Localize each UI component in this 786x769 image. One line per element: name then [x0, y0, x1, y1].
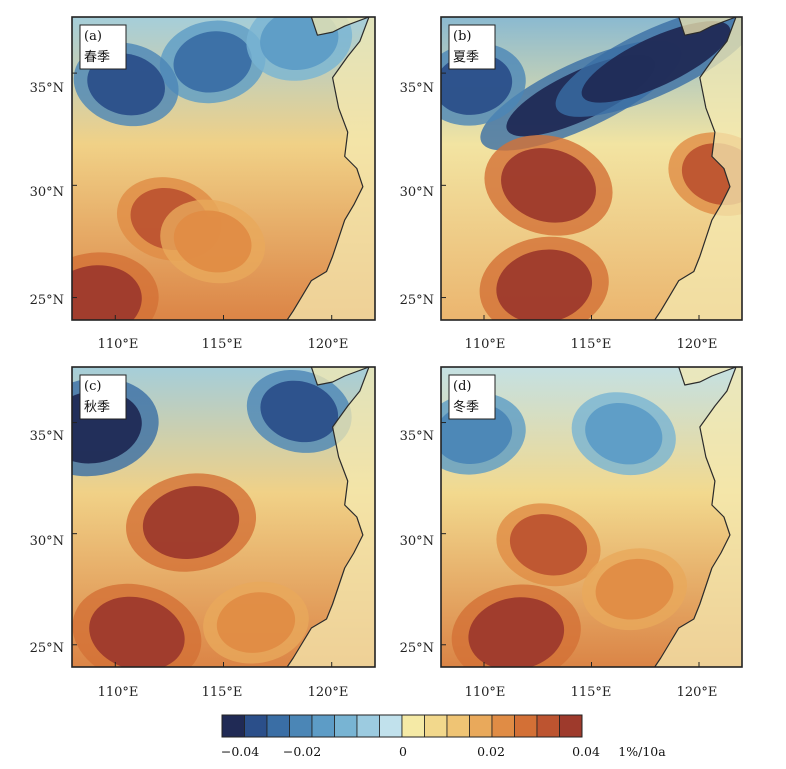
- data-field: [441, 17, 742, 320]
- value-contour-core: [595, 558, 674, 620]
- lat-label-35n: 35°N: [400, 81, 434, 96]
- lon-label-115e: 115°E: [571, 337, 612, 352]
- coastline: [286, 367, 370, 667]
- panel-b: (b) 夏季: [440, 16, 743, 321]
- coastline: [654, 17, 737, 320]
- coastline: [654, 367, 737, 667]
- value-contour-core: [509, 514, 588, 576]
- lon-label-115e: 115°E: [202, 685, 243, 700]
- colorbar-swatch: [424, 714, 448, 738]
- colorbar-tick-label: −0.04: [221, 744, 259, 759]
- lon-label-110e: 110°E: [465, 685, 506, 700]
- panel-season: 夏季: [453, 50, 479, 65]
- value-contour-core: [142, 486, 240, 559]
- lon-label-110e: 110°E: [98, 337, 139, 352]
- colorbar-swatch: [446, 714, 470, 738]
- lon-label-120e: 120°E: [308, 685, 349, 700]
- coastline: [286, 17, 370, 320]
- value-contour-core: [72, 265, 142, 320]
- panel-season: 秋季: [84, 400, 110, 415]
- panel-tag: (d): [453, 379, 471, 394]
- sea-area: [654, 17, 742, 320]
- lat-label-25n: 25°N: [400, 641, 434, 656]
- colorbar-swatch: [514, 714, 538, 738]
- lon-label-115e: 115°E: [571, 685, 612, 700]
- panel-season: 冬季: [453, 399, 479, 415]
- value-contour-core: [501, 148, 596, 223]
- colorbar-unit-label: 1%/10a: [618, 744, 666, 759]
- value-contour-core: [173, 31, 252, 93]
- colorbar-swatch: [401, 714, 425, 738]
- sea-area: [654, 367, 742, 667]
- colorbar-swatch: [559, 714, 583, 738]
- colorbar-swatch: [221, 714, 245, 738]
- panel-a: (a) 春季: [71, 16, 376, 321]
- lat-label-30n: 30°N: [400, 534, 434, 549]
- value-contour-core: [496, 249, 593, 320]
- data-field: [72, 367, 375, 667]
- colorbar-swatch: [469, 714, 493, 738]
- colorbar-frame: [221, 714, 583, 738]
- value-contour-core: [468, 597, 565, 667]
- colorbar-swatch: [379, 714, 403, 738]
- lat-label-35n: 35°N: [30, 429, 64, 444]
- lon-label-120e: 120°E: [308, 337, 349, 352]
- lat-label-25n: 25°N: [30, 293, 64, 308]
- colorbar-swatch: [266, 714, 290, 738]
- panel-label-box: [79, 374, 127, 420]
- panel-label-box: [448, 24, 496, 70]
- panel-tag: (b): [453, 29, 471, 44]
- panel-tag: (c): [84, 379, 101, 394]
- sea-area: [287, 17, 375, 320]
- lon-label-110e: 110°E: [465, 337, 506, 352]
- lat-label-35n: 35°N: [30, 81, 64, 96]
- value-contour-core: [260, 380, 339, 443]
- data-field: [72, 17, 375, 320]
- lon-label-120e: 120°E: [677, 337, 718, 352]
- value-contour-core: [216, 592, 296, 653]
- colorbar-swatch: [244, 714, 268, 738]
- colorbar-swatch: [311, 714, 335, 738]
- colorbar-swatch: [289, 714, 313, 738]
- sea-area: [287, 367, 375, 667]
- value-contour-core: [581, 21, 731, 103]
- colorbar-swatch: [356, 714, 380, 738]
- lat-label-30n: 30°N: [400, 185, 434, 200]
- value-contour-core: [89, 596, 185, 667]
- panel-label-box: [448, 374, 496, 420]
- panel-tag: (a): [84, 29, 102, 44]
- colorbar-tick-label: −0.02: [283, 744, 321, 759]
- colorbar: [221, 714, 583, 738]
- lat-label-35n: 35°N: [400, 429, 434, 444]
- lon-label-115e: 115°E: [202, 337, 243, 352]
- colorbar-tick-label: 0.02: [477, 744, 505, 759]
- colorbar-swatch: [536, 714, 560, 738]
- lat-label-30n: 30°N: [30, 185, 64, 200]
- lon-label-110e: 110°E: [98, 685, 139, 700]
- lat-label-30n: 30°N: [30, 534, 64, 549]
- lat-label-25n: 25°N: [30, 641, 64, 656]
- colorbar-tick-label: 0: [399, 744, 407, 759]
- value-contour-core: [585, 402, 663, 465]
- panel-c: (c) 秋季: [71, 366, 376, 668]
- colorbar-swatch: [491, 714, 515, 738]
- panel-d: (d) 冬季: [440, 366, 743, 668]
- colorbar-swatch: [334, 714, 358, 738]
- panel-label-box: [79, 24, 127, 70]
- lat-label-25n: 25°N: [400, 293, 434, 308]
- colorbar-tick-label: 0.04: [572, 744, 600, 759]
- panel-season: 春季: [84, 50, 110, 65]
- value-contour-core: [173, 210, 252, 273]
- lon-label-120e: 120°E: [677, 685, 718, 700]
